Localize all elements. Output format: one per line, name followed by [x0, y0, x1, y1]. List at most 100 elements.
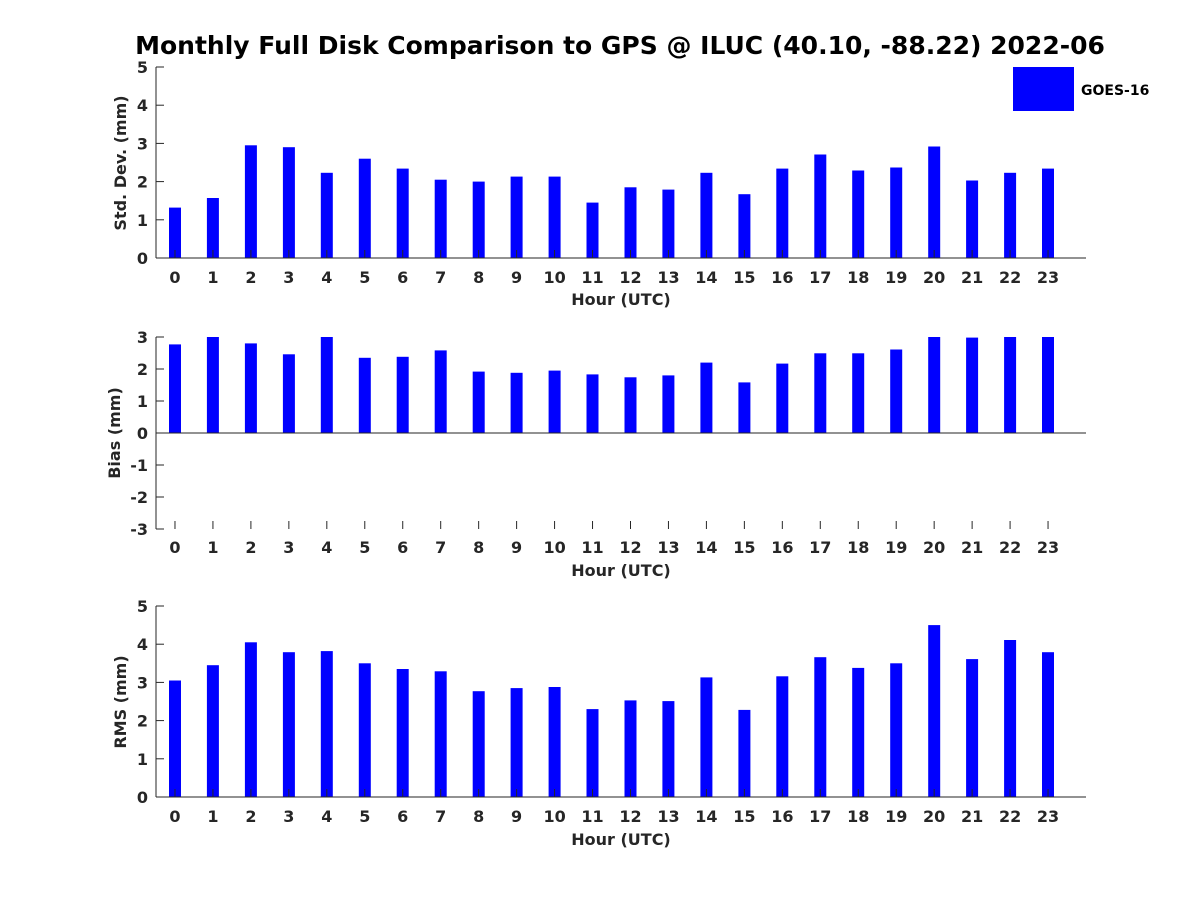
bar-hour-8 — [472, 691, 485, 797]
x-tick-label: 7 — [435, 538, 446, 557]
y-tick-label: -3 — [130, 520, 148, 539]
x-tick-label: 10 — [543, 268, 565, 287]
x-tick-label: 14 — [695, 807, 717, 826]
bar-hour-0 — [169, 207, 181, 258]
bar-hour-15 — [738, 194, 751, 258]
bar-hour-7 — [434, 179, 447, 258]
x-tick-label: 5 — [359, 268, 370, 287]
x-tick-label: 4 — [321, 268, 332, 287]
x-tick-label: 0 — [169, 538, 180, 557]
bar-hour-15 — [738, 709, 751, 797]
x-tick-label: 3 — [283, 268, 294, 287]
x-axis-label: Hour (UTC) — [571, 830, 671, 849]
x-tick-label: 4 — [321, 807, 332, 826]
x-tick-label: 16 — [771, 538, 793, 557]
x-tick-label: 11 — [581, 807, 603, 826]
x-tick-label: 6 — [397, 538, 408, 557]
bar-hour-16 — [776, 676, 789, 797]
y-tick-label: 0 — [137, 788, 148, 807]
y-tick-label: -2 — [130, 488, 148, 507]
bar-hour-14 — [700, 172, 713, 258]
bar-hour-23 — [1042, 337, 1054, 433]
x-tick-label: 17 — [809, 807, 831, 826]
bar-hour-8 — [472, 181, 485, 258]
bar-hour-7 — [434, 671, 447, 797]
bar-hour-6 — [396, 168, 409, 258]
bar-hour-22 — [1004, 337, 1017, 433]
bar-hour-13 — [662, 189, 675, 258]
bar-hour-20 — [928, 146, 941, 258]
x-tick-label: 9 — [511, 268, 522, 287]
bar-hour-12 — [624, 377, 637, 433]
x-tick-label: 18 — [847, 807, 869, 826]
bar-hour-14 — [700, 677, 713, 797]
bar-hour-11 — [586, 374, 599, 433]
x-tick-label: 2 — [245, 807, 256, 826]
x-tick-label: 9 — [511, 538, 522, 557]
bar-hour-23 — [1042, 168, 1054, 258]
y-axis-label: RMS (mm) — [111, 655, 130, 748]
x-tick-label: 3 — [283, 807, 294, 826]
x-tick-label: 21 — [961, 807, 983, 826]
bar-hour-2 — [244, 642, 257, 797]
x-tick-label: 8 — [473, 538, 484, 557]
bar-hour-7 — [434, 350, 447, 433]
x-tick-label: 22 — [999, 538, 1021, 557]
x-tick-label: 5 — [359, 538, 370, 557]
x-tick-label: 20 — [923, 268, 945, 287]
y-tick-label: 2 — [137, 712, 148, 731]
x-tick-label: 21 — [961, 538, 983, 557]
x-tick-label: 19 — [885, 538, 907, 557]
x-tick-label: 21 — [961, 268, 983, 287]
bar-hour-13 — [662, 701, 675, 797]
x-tick-label: 7 — [435, 807, 446, 826]
y-tick-label: 3 — [137, 328, 148, 347]
bar-hour-3 — [282, 354, 295, 433]
bar-hour-5 — [358, 158, 371, 258]
x-tick-label: 18 — [847, 538, 869, 557]
y-tick-label: -1 — [130, 456, 148, 475]
y-tick-label: 3 — [137, 673, 148, 692]
x-tick-label: 9 — [511, 807, 522, 826]
bar-hour-4 — [320, 172, 333, 258]
x-tick-label: 23 — [1037, 268, 1059, 287]
bar-hour-13 — [662, 375, 675, 433]
x-tick-label: 4 — [321, 538, 332, 557]
bar-hour-10 — [548, 370, 561, 433]
x-tick-label: 17 — [809, 268, 831, 287]
x-tick-label: 10 — [543, 807, 565, 826]
x-tick-label: 2 — [245, 538, 256, 557]
y-tick-label: 4 — [137, 635, 148, 654]
bar-hour-19 — [890, 663, 903, 797]
x-tick-label: 13 — [657, 268, 679, 287]
x-tick-label: 20 — [923, 807, 945, 826]
x-tick-label: 19 — [885, 807, 907, 826]
y-axis-label: Bias (mm) — [105, 387, 124, 479]
x-tick-label: 16 — [771, 268, 793, 287]
x-tick-label: 2 — [245, 268, 256, 287]
bar-hour-16 — [776, 168, 789, 258]
x-tick-label: 12 — [619, 268, 641, 287]
bar-hour-18 — [852, 353, 865, 433]
bar-hour-0 — [169, 344, 181, 433]
x-tick-label: 14 — [695, 268, 717, 287]
bar-hour-19 — [890, 349, 903, 433]
bar-hour-22 — [1004, 172, 1017, 258]
bar-hour-23 — [1042, 652, 1054, 797]
x-tick-label: 6 — [397, 807, 408, 826]
bar-hour-20 — [928, 625, 941, 797]
x-tick-label: 23 — [1037, 538, 1059, 557]
y-tick-label: 5 — [137, 58, 148, 77]
y-tick-label: 4 — [137, 96, 148, 115]
y-tick-label: 1 — [137, 211, 148, 230]
bar-hour-2 — [244, 145, 257, 258]
bar-hour-17 — [814, 353, 827, 433]
bar-hour-6 — [396, 669, 409, 797]
bar-hour-2 — [244, 343, 257, 433]
x-tick-label: 13 — [657, 538, 679, 557]
x-tick-label: 13 — [657, 807, 679, 826]
